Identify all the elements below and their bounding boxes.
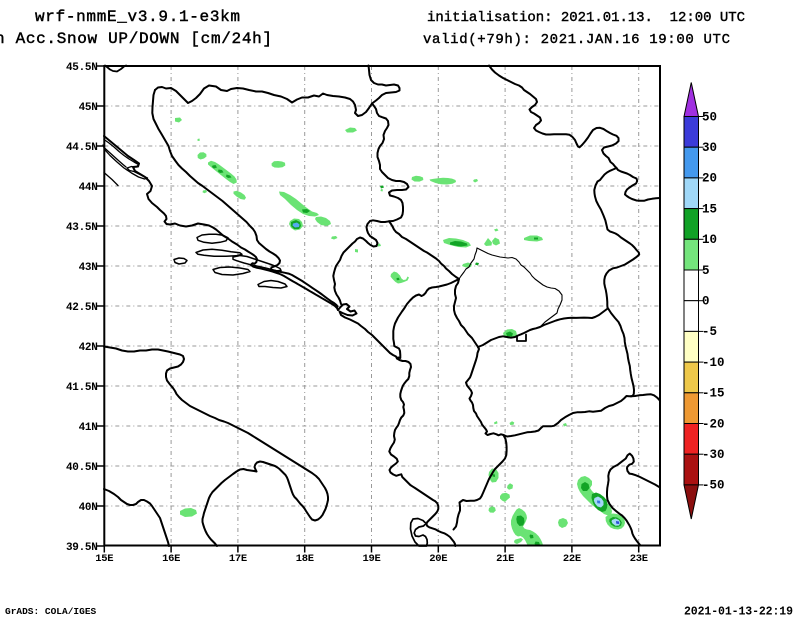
svg-text:44N: 44N: [79, 182, 98, 194]
svg-text:21E: 21E: [496, 553, 514, 565]
svg-text:2021-01-13-22:19: 2021-01-13-22:19: [684, 606, 793, 618]
svg-text:41N: 41N: [79, 422, 98, 434]
svg-text:16E: 16E: [162, 553, 180, 565]
svg-text:42N: 42N: [79, 342, 98, 354]
svg-text:15: 15: [702, 202, 717, 216]
svg-text:40N: 40N: [79, 502, 98, 514]
svg-text:-10: -10: [702, 356, 725, 370]
svg-text:50: 50: [702, 110, 717, 124]
svg-text:44.5N: 44.5N: [66, 142, 98, 154]
svg-text:17E: 17E: [229, 553, 247, 565]
svg-text:-20: -20: [702, 417, 725, 431]
svg-text:39.5N: 39.5N: [66, 542, 98, 554]
svg-text:43.5N: 43.5N: [66, 222, 98, 234]
svg-text:22E: 22E: [563, 553, 581, 565]
svg-text:40.5N: 40.5N: [66, 462, 98, 474]
svg-text:-5: -5: [702, 325, 717, 339]
svg-text:-15: -15: [702, 387, 725, 401]
svg-text:valid(+79h): 2021.JAN.16 19:00: valid(+79h): 2021.JAN.16 19:00 UTC: [423, 32, 730, 48]
svg-text:45N: 45N: [79, 102, 98, 114]
svg-text:23E: 23E: [630, 553, 648, 565]
svg-text:initialisation: 2021.01.13. 1: initialisation: 2021.01.13. 12:00 UTC: [427, 10, 745, 26]
svg-text:45.5N: 45.5N: [66, 62, 98, 74]
svg-text:5: 5: [702, 264, 710, 278]
svg-text:n Acc.Snow UP/DOWN [cm/24h]: n Acc.Snow UP/DOWN [cm/24h]: [0, 30, 272, 48]
svg-text:0: 0: [702, 295, 710, 309]
svg-text:19E: 19E: [362, 553, 380, 565]
svg-text:43N: 43N: [79, 262, 98, 274]
svg-text:15E: 15E: [95, 553, 113, 565]
svg-text:18E: 18E: [296, 553, 314, 565]
svg-text:10: 10: [702, 233, 717, 247]
svg-text:20E: 20E: [429, 553, 447, 565]
svg-text:20: 20: [702, 172, 717, 186]
svg-text:41.5N: 41.5N: [66, 382, 98, 394]
svg-text:30: 30: [702, 141, 717, 155]
svg-text:-30: -30: [702, 448, 725, 462]
svg-text:-50: -50: [702, 479, 725, 493]
svg-text:42.5N: 42.5N: [66, 302, 98, 314]
svg-text:wrf-nmmE_v3.9.1-e3km: wrf-nmmE_v3.9.1-e3km: [35, 8, 240, 26]
svg-text:GrADS: COLA/IGES: GrADS: COLA/IGES: [5, 606, 97, 617]
